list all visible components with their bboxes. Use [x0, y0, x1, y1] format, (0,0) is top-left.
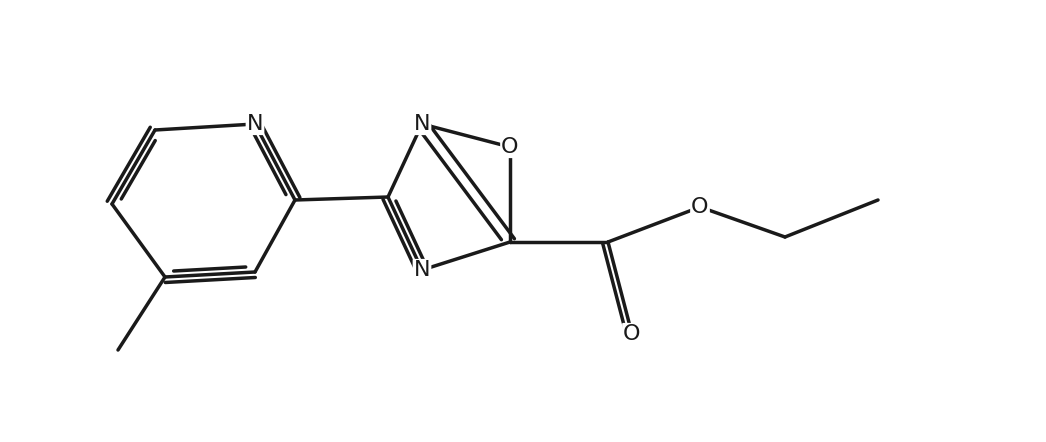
Text: O: O: [623, 324, 641, 344]
Text: O: O: [691, 197, 709, 217]
Text: N: N: [414, 114, 430, 134]
Text: N: N: [247, 114, 264, 134]
Text: N: N: [414, 260, 430, 280]
Text: O: O: [501, 137, 519, 157]
